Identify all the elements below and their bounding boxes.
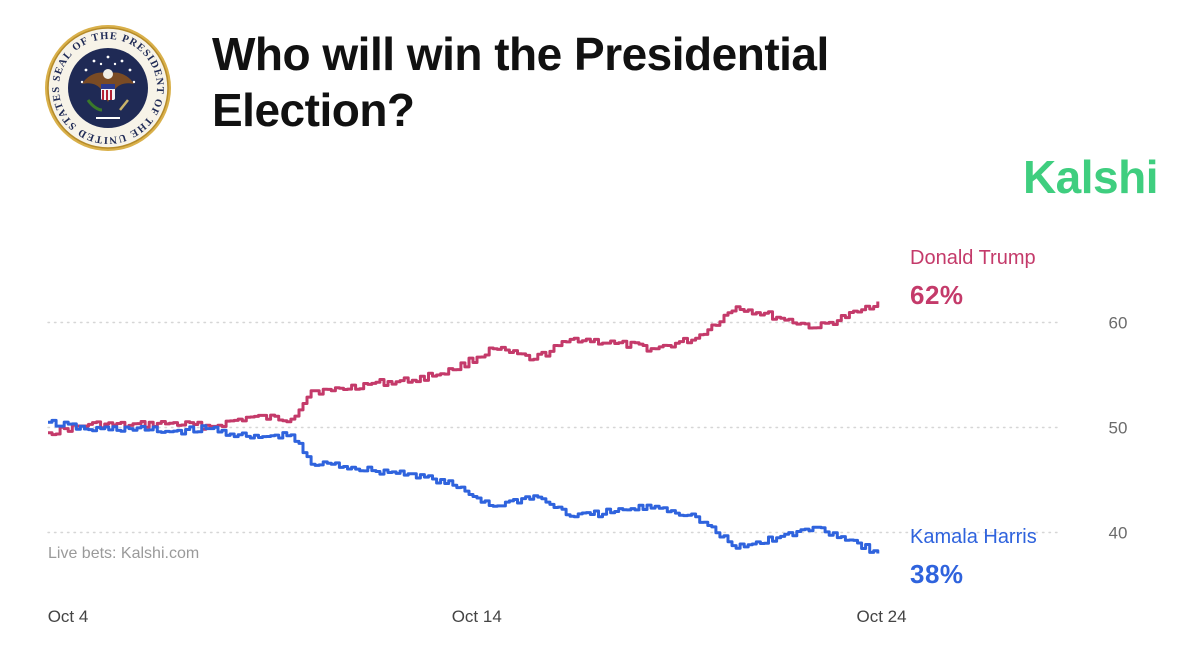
x-tick-label: Oct 24: [856, 607, 906, 626]
series-line-harris: [48, 418, 880, 554]
series-lines: [48, 301, 880, 554]
x-tick-label: Oct 4: [48, 607, 89, 626]
series-end-value: 62%: [910, 280, 964, 310]
chart-labels: 40 50 60 Oct 4 Oct 14 Oct 24 Live bets: Kalshi…: [48, 247, 1128, 626]
presidential-seal-icon: SEAL OF THE PRESIDENT OF THE UNITED STAT…: [45, 25, 171, 151]
series-name-label: Donald Trump: [910, 247, 1036, 269]
series-name-label: Kamala Harris: [910, 526, 1037, 548]
series-end-value: 38%: [910, 559, 964, 589]
brand-logo: Kalshi: [1022, 151, 1159, 203]
y-tick-label: 40: [1109, 524, 1128, 543]
x-tick-label: Oct 14: [452, 607, 502, 626]
source-credit: Live bets: Kalshi.com: [48, 545, 199, 562]
grid-lines: [47, 321, 1063, 534]
series-line-trump: [48, 301, 880, 437]
y-tick-label: 50: [1109, 419, 1128, 438]
page-title: Who will win the Presidential Election?: [212, 28, 829, 136]
y-tick-label: 60: [1109, 314, 1128, 333]
